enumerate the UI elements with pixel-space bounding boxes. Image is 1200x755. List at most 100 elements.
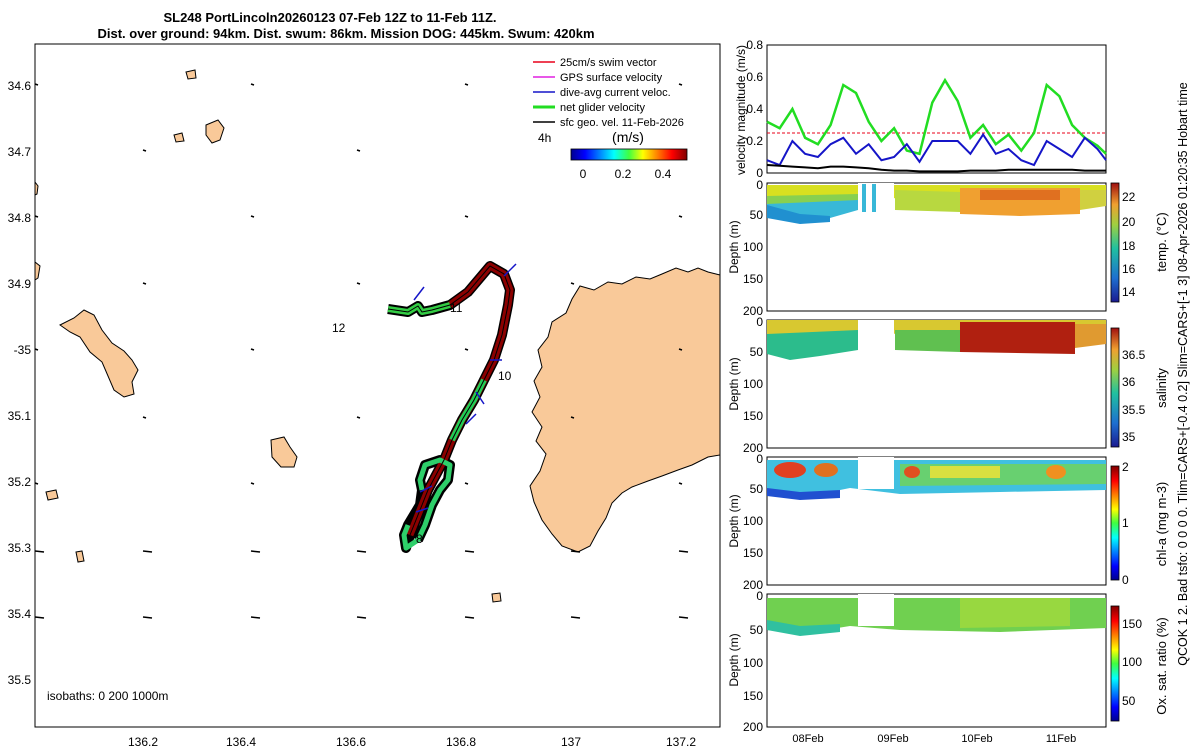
velocity-frame <box>766 44 1107 174</box>
section-panels: 0 50 100 150 200 0 50 100 150 200 0 50 1… <box>727 178 1169 745</box>
dive-arrow <box>465 413 477 425</box>
dive-arrow <box>475 391 485 405</box>
sfc-geo-vector <box>250 550 261 553</box>
date-tick: 08Feb <box>792 733 823 745</box>
sfc-geo-vector <box>356 282 361 285</box>
day-label-11: 11 <box>450 301 463 315</box>
depth-label: Depth (m) <box>727 633 741 686</box>
y-tick: 35.1 <box>8 409 32 423</box>
sfc-geo-vector <box>464 348 469 351</box>
depth-tick: 100 <box>743 377 763 391</box>
salinity-gap <box>858 320 894 350</box>
chla-panel <box>766 456 1120 586</box>
land-islet-8 <box>34 180 39 196</box>
chla-field <box>767 457 1106 500</box>
cb-tick: 22 <box>1122 190 1136 204</box>
colorbar-tick: 0.2 <box>615 167 632 181</box>
track-loop-segment <box>401 457 453 551</box>
depth-tick: 50 <box>750 482 764 496</box>
day-label-12: 12 <box>332 321 346 335</box>
sfc-geo-vector <box>464 550 475 553</box>
depth-tick: 0 <box>756 315 763 329</box>
sfc-geo-vector <box>34 215 39 218</box>
sfc-geo-vector <box>464 482 469 485</box>
y-tick: -35 <box>14 343 32 357</box>
temp-colorbar <box>1110 182 1120 303</box>
salinity-field <box>767 320 1106 360</box>
oxygen-colorbar <box>1110 605 1120 722</box>
sfc-geo-vector <box>678 482 683 485</box>
title-line-2: Dist. over ground: 94km. Dist. swum: 86k… <box>97 26 594 41</box>
map-x-ticks: 136.2 136.4 136.6 136.8 137 137.2 <box>128 735 696 749</box>
depth-tick: 50 <box>750 623 764 637</box>
oxygen-panel <box>766 593 1120 728</box>
cb-tick: 16 <box>1122 262 1136 276</box>
y-tick: 35.3 <box>8 541 32 555</box>
legend-label-dive: dive-avg current veloc. <box>560 87 671 99</box>
sfc-geo-vector <box>34 482 39 485</box>
sfc-geo-vector <box>570 282 575 285</box>
cb-tick: 150 <box>1122 617 1142 631</box>
side-caption: QCOK 1 2. Bad tsfo: 0 0 0 0. Tlim=CARS+[… <box>1176 82 1190 665</box>
dive-avg-arrows <box>413 263 517 513</box>
x-tick: 136.8 <box>446 735 476 749</box>
temp-gap-bar <box>862 184 866 212</box>
y-tick: 34.8 <box>8 211 32 225</box>
sfc-geo-vector <box>570 416 575 419</box>
chla-patch <box>774 462 806 478</box>
colorbar-title: (m/s) <box>612 129 644 145</box>
chla-band-deep <box>767 488 840 500</box>
y-tick: 35.2 <box>8 475 32 489</box>
land-island-west <box>59 309 139 398</box>
land-islet-2 <box>173 132 185 143</box>
cb-label-salinity: salinity <box>1154 368 1169 408</box>
temp-field <box>767 183 1106 224</box>
section-y-labels: Depth (m) Depth (m) Depth (m) Depth (m) <box>727 220 741 686</box>
land-islet-1 <box>205 119 225 144</box>
velocity-series <box>766 77 1107 173</box>
velocity-series-net-glider-velocity <box>766 77 1107 156</box>
sfc-geo-vector <box>250 348 255 351</box>
velocity-y-tick: 0.4 <box>746 102 763 116</box>
colorbar-labels: temp. (°C) salinity chl-a (mg m-3) Ox. s… <box>1154 212 1169 714</box>
depth-tick: 200 <box>743 441 763 455</box>
sfc-geo-vector <box>142 616 153 619</box>
depth-tick: 150 <box>743 546 763 560</box>
velocity-series-dive-avg-current-veloc- <box>766 132 1107 167</box>
map-panel: 11 12 10 8 136.2 136.4 136.6 136.8 137 1… <box>8 43 721 749</box>
velocity-y-tick: 0 <box>756 166 763 180</box>
x-tick: 136.2 <box>128 735 158 749</box>
cb-label-oxygen: Ox. sat. ratio (%) <box>1154 617 1169 715</box>
sfc-geo-vector <box>250 482 255 485</box>
glider-track <box>387 261 517 553</box>
land-peninsula <box>529 267 721 553</box>
sfc-geo-vector <box>142 149 147 152</box>
sfc-geo-vector <box>34 83 39 86</box>
cb-tick: 2 <box>1122 460 1129 474</box>
sfc-geo-vector <box>464 616 475 619</box>
sfc-geo-vector <box>142 282 147 285</box>
chla-colorbar <box>1110 465 1120 581</box>
velocity-y-tick: 0.8 <box>746 38 763 52</box>
temp-band-warm <box>895 190 960 212</box>
section-x-ticks: 08Feb 09Feb 10Feb 11Feb <box>792 733 1076 745</box>
title-line-1: SL248 PortLincoln20260123 07-Feb 12Z to … <box>163 10 496 25</box>
sfc-geo-vector <box>678 550 689 553</box>
oxygen-band-light <box>960 598 1070 628</box>
date-tick: 09Feb <box>877 733 908 745</box>
map-y-ticks: 34.6 34.7 34.8 34.9 -35 35.1 35.2 35.3 3… <box>8 79 32 687</box>
sfc-geo-vector <box>678 215 683 218</box>
cb-tick: 14 <box>1122 285 1136 299</box>
chla-band-yellow <box>930 466 1000 478</box>
temp-panel <box>766 182 1120 312</box>
oxygen-band-deep <box>767 620 840 636</box>
land-islet-5 <box>75 550 85 563</box>
y-tick: 35.5 <box>8 673 32 687</box>
oxygen-field <box>767 594 1106 636</box>
land-islet-6 <box>34 260 41 281</box>
velocity-ylabel: velocity magnitude (m/s) <box>734 45 748 175</box>
date-tick: 10Feb <box>961 733 992 745</box>
depth-tick: 50 <box>750 345 764 359</box>
depth-tick: 150 <box>743 272 763 286</box>
salinity-colorbar <box>1110 327 1120 448</box>
